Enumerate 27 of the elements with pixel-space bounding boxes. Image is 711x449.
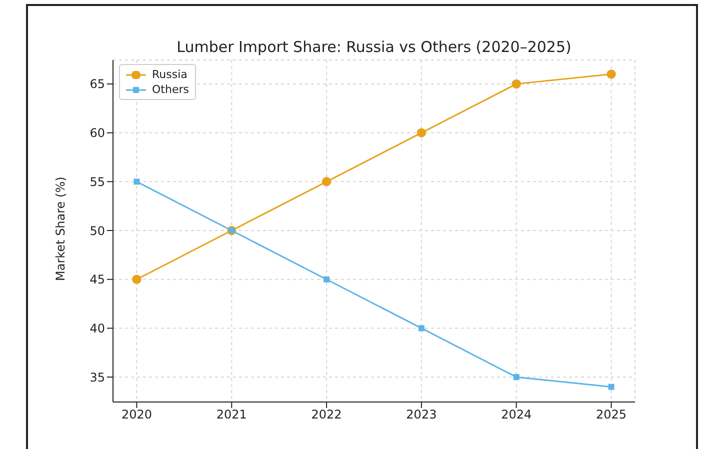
y-tick-label: 50 <box>90 224 105 238</box>
legend-label: Russia <box>152 67 188 82</box>
point <box>134 178 140 185</box>
point <box>132 274 142 284</box>
x-tick-label: 2025 <box>596 408 627 422</box>
x-tick-label: 2020 <box>121 408 152 422</box>
y-tick-label: 55 <box>90 174 105 189</box>
y-tick-label: 65 <box>90 77 105 92</box>
y-tick-label: 40 <box>90 321 105 336</box>
chart-title: Lumber Import Share: Russia vs Others (2020–2025) <box>176 38 572 56</box>
y-tick-label: 35 <box>90 370 105 384</box>
x-tick-label: 2024 <box>501 408 532 422</box>
y-axis-title: Market Share (%) <box>53 176 68 281</box>
point <box>324 276 330 282</box>
point <box>512 79 521 89</box>
point <box>606 70 616 79</box>
y-tick-label: 60 <box>90 126 105 140</box>
point <box>416 128 426 138</box>
x-tick-label: 2021 <box>216 408 247 422</box>
legend-label: Others <box>152 82 189 97</box>
x-tick-label: 2022 <box>311 408 342 422</box>
point <box>418 325 424 332</box>
point <box>608 384 614 390</box>
point <box>322 177 332 186</box>
x-tick-label: 2023 <box>406 408 437 422</box>
point <box>513 374 520 380</box>
y-tick-label: 45 <box>90 272 105 287</box>
